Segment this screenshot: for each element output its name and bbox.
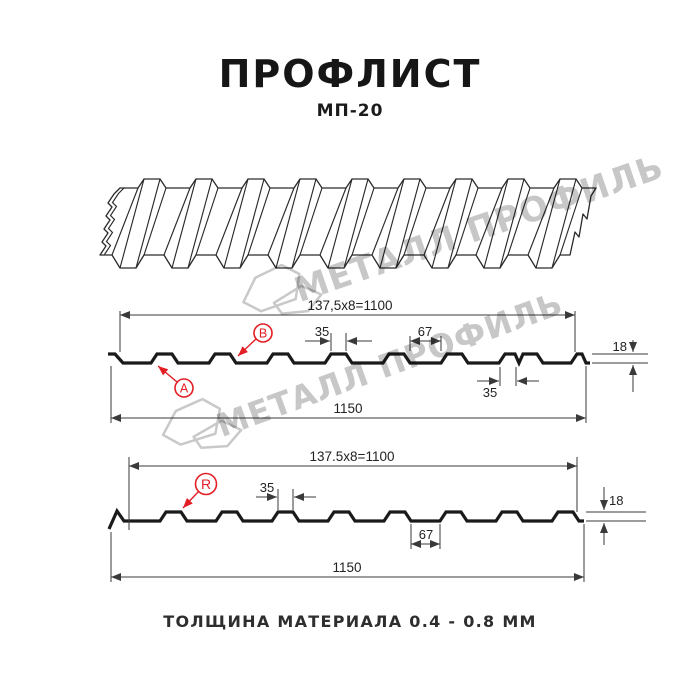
dim-rib-width-top: 35 xyxy=(315,324,329,339)
point-a-label: A xyxy=(180,382,189,396)
point-b-label: B xyxy=(259,327,267,341)
dim-height-bottom: 18 xyxy=(609,493,623,508)
profile-model-subtitle: МП-20 xyxy=(316,101,384,121)
leader-lines xyxy=(157,338,257,509)
dim-total-width-top: 1150 xyxy=(333,401,362,416)
dim-total-width-bottom: 1150 xyxy=(332,560,361,575)
rib-fold-line xyxy=(143,187,167,256)
rib-fold-line xyxy=(455,187,479,256)
rib-fold-line xyxy=(395,178,421,269)
rib-fold-line xyxy=(343,178,369,269)
point-leader xyxy=(237,338,257,357)
rib-fold-line xyxy=(163,187,191,256)
rib-fold-line xyxy=(447,178,473,269)
point-leader xyxy=(157,365,178,383)
page-title: ПРОФЛИСТ xyxy=(218,52,482,96)
rib-fold-line xyxy=(215,187,243,256)
rib-fold-line xyxy=(403,187,427,256)
dim-modules-top: 137,5x8=1100 xyxy=(308,298,393,313)
rib-fold-line xyxy=(551,178,577,269)
rib-fold-line xyxy=(111,187,139,256)
point-r-circle xyxy=(194,472,218,496)
rib-fold-line xyxy=(275,178,301,269)
dim-modules-bottom: 137.5x8=1100 xyxy=(310,449,395,464)
rib-fold-line xyxy=(171,178,197,269)
rib-fold-line xyxy=(223,178,249,269)
rib-fold-line xyxy=(291,178,317,269)
rib-fold-line xyxy=(507,187,531,256)
dim-valley-width-bottom: 67 xyxy=(419,527,433,542)
material-thickness-note: ТОЛЩИНА МАТЕРИАЛА 0.4 - 0.8 ММ xyxy=(163,612,537,631)
dim-overlap-rib-top: 35 xyxy=(483,385,497,400)
rib-fold-line xyxy=(119,178,145,269)
rib-fold-line xyxy=(527,187,555,256)
rib-fold-line xyxy=(319,187,347,256)
point-b-circle xyxy=(253,323,273,343)
rib-fold-line xyxy=(239,178,265,269)
point-r-label: R xyxy=(201,476,211,492)
point-a-circle xyxy=(174,378,194,398)
rib-fold-line xyxy=(535,178,561,269)
rib-fold-line xyxy=(267,187,295,256)
rib-fold-line xyxy=(475,187,503,256)
rib-fold-line xyxy=(327,178,353,269)
rib-fold-line xyxy=(423,187,451,256)
rib-fold-line xyxy=(371,187,399,256)
rib-fold-line xyxy=(299,187,323,256)
rib-fold-line xyxy=(379,178,405,269)
rib-fold-line xyxy=(135,178,161,269)
dim-valley-width-top: 67 xyxy=(418,324,432,339)
rib-fold-line xyxy=(483,178,509,269)
dim-height-top: 18 xyxy=(613,339,627,354)
rib-fold-line xyxy=(499,178,525,269)
profile-outline-top xyxy=(108,352,590,367)
rib-fold-line xyxy=(431,178,457,269)
rib-fold-line xyxy=(195,187,219,256)
rib-fold-line xyxy=(187,178,213,269)
dim-rib-width-bottom: 35 xyxy=(260,480,274,495)
cross-section-bottom xyxy=(107,457,646,582)
point-leader xyxy=(182,490,200,509)
rib-fold-line xyxy=(247,187,271,256)
sheet-edge-thickness xyxy=(104,187,125,255)
sheet-3d-view xyxy=(99,178,597,269)
profile-outline-bottom xyxy=(107,507,584,530)
rib-fold-line xyxy=(559,187,583,256)
rib-fold-line xyxy=(351,187,375,256)
cross-section-top xyxy=(108,311,648,423)
sheet-3d xyxy=(99,178,597,269)
